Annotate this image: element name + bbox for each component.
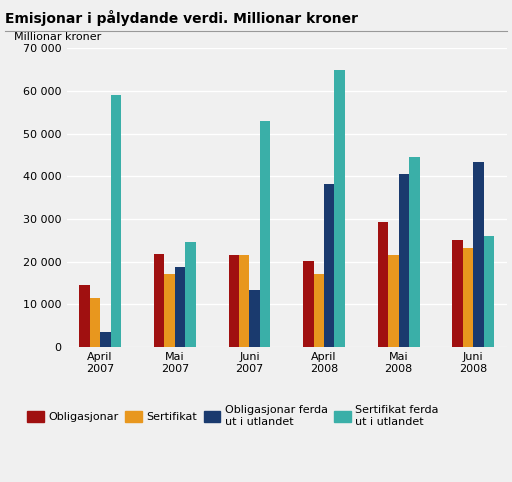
Bar — [453, 241, 463, 347]
Bar — [79, 285, 90, 347]
Bar — [473, 162, 484, 347]
Bar — [463, 248, 473, 347]
Bar — [100, 332, 111, 347]
Bar — [111, 95, 121, 347]
Bar — [175, 267, 185, 347]
Bar — [313, 274, 324, 347]
Bar — [378, 222, 388, 347]
Bar — [249, 290, 260, 347]
Legend: Obligasjonar, Sertifikat, Obligasjonar ferda
ut i utlandet, Sertifikat ferda
ut : Obligasjonar, Sertifikat, Obligasjonar f… — [23, 401, 443, 431]
Bar — [260, 121, 270, 347]
Bar — [239, 255, 249, 347]
Bar — [228, 255, 239, 347]
Text: Millionar kroner: Millionar kroner — [14, 32, 101, 42]
Bar — [90, 298, 100, 347]
Bar — [154, 254, 164, 347]
Bar — [409, 157, 419, 347]
Bar — [164, 274, 175, 347]
Bar — [185, 242, 196, 347]
Bar — [303, 261, 313, 347]
Text: Emisjonar i pålydande verdi. Millionar kroner: Emisjonar i pålydande verdi. Millionar k… — [5, 10, 358, 26]
Bar — [334, 69, 345, 347]
Bar — [388, 255, 399, 347]
Bar — [484, 236, 494, 347]
Bar — [399, 174, 409, 347]
Bar — [324, 184, 334, 347]
